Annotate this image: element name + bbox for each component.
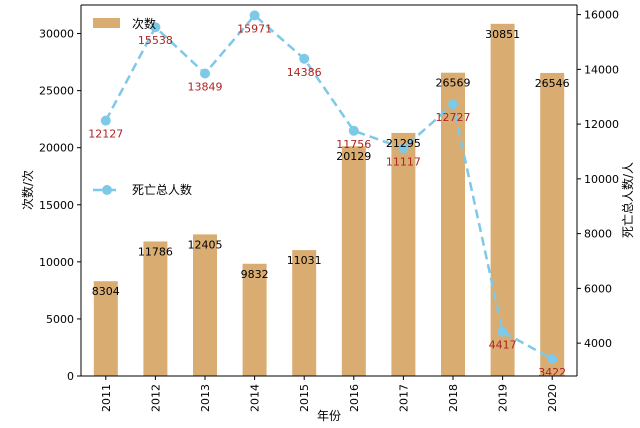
line-value-label: 11756 — [336, 138, 371, 151]
y2-tick-label: 16000 — [584, 9, 619, 22]
bar — [391, 132, 416, 376]
bar — [242, 263, 267, 376]
legend-line-label: 死亡总人数 — [132, 182, 192, 197]
axes: 0 5000 10000 15000 20000 25000 30000 4000 6000 80… — [20, 4, 635, 423]
x-tick-label: 2012 — [149, 384, 162, 412]
bar — [341, 146, 366, 376]
line-value-label: 3422 — [538, 366, 566, 379]
y-tick-label: 25000 — [39, 85, 74, 98]
y2-tick-label: 12000 — [584, 118, 619, 131]
line-point — [299, 53, 310, 64]
bar-value-label: 11786 — [138, 245, 173, 258]
x-tick-label: 2013 — [199, 384, 212, 412]
bar — [490, 23, 515, 376]
bar-value-label: 26569 — [436, 77, 471, 90]
legend-bar-swatch — [93, 18, 120, 28]
y2-axis-title: 死亡总人数/人 — [620, 162, 635, 238]
data-labels: 8304 11786 12405 9832 11031 20129 21295 26569 30… — [88, 22, 569, 379]
x-tick-label: 2014 — [249, 384, 262, 412]
y-tick-label: 10000 — [39, 256, 74, 269]
line-value-label: 12727 — [436, 111, 471, 124]
line-point — [497, 326, 508, 337]
line-value-label: 14386 — [287, 66, 322, 79]
line-value-label: 15538 — [138, 34, 173, 47]
line-value-label: 11117 — [386, 155, 421, 168]
y-tick-label: 15000 — [39, 199, 74, 212]
legend-line-marker — [102, 185, 112, 195]
line-point — [348, 125, 359, 136]
bar — [193, 234, 217, 376]
line-value-label: 15971 — [237, 22, 272, 35]
y2-tick-label: 6000 — [584, 282, 612, 295]
bar-value-label: 20129 — [336, 150, 371, 163]
bar-value-label: 26546 — [535, 77, 570, 90]
bar — [441, 72, 465, 376]
y2-tick-label: 10000 — [584, 173, 619, 186]
x-tick-label: 2019 — [497, 384, 510, 412]
line-value-label: 4417 — [489, 339, 517, 352]
y-tick-label: 20000 — [39, 142, 74, 155]
bar-value-label: 8304 — [92, 285, 120, 298]
bar — [540, 72, 565, 377]
y-tick-label: 30000 — [39, 28, 74, 41]
y2-tick-label: 4000 — [584, 337, 612, 350]
bar — [143, 241, 168, 376]
y2-tick-label: 14000 — [584, 63, 619, 76]
x-tick-label: 2017 — [397, 384, 410, 412]
bar-value-label: 12405 — [188, 238, 223, 251]
x-tick-label: 2015 — [298, 384, 311, 412]
y2-tick-label: 8000 — [584, 228, 612, 241]
bar-value-label: 21295 — [386, 137, 421, 150]
x-tick-label: 2018 — [447, 384, 460, 412]
line-point — [547, 353, 558, 364]
bar-series — [93, 23, 565, 377]
y-tick-label: 0 — [67, 370, 74, 383]
line-series-path — [104, 13, 553, 361]
line-series — [100, 10, 558, 364]
bar — [93, 281, 118, 376]
x-axis-title: 年份 — [317, 409, 341, 423]
line-point — [448, 99, 458, 110]
y-axis-title: 次数/次 — [20, 170, 35, 210]
bar-value-label: 9832 — [241, 268, 269, 281]
line-point — [100, 115, 111, 126]
line-point — [398, 143, 409, 154]
y-tick-label: 5000 — [46, 313, 74, 326]
line-point — [200, 68, 210, 79]
x-tick-label: 2016 — [348, 384, 361, 412]
line-point — [249, 10, 260, 21]
x-tick-label: 2020 — [546, 384, 559, 412]
x-tick-label: 2011 — [100, 384, 113, 412]
line-point — [150, 22, 161, 33]
line-value-label: 12127 — [88, 128, 123, 141]
legend-bar-label: 次数 — [132, 16, 156, 31]
bar-value-label: 30851 — [485, 28, 520, 41]
bar — [292, 250, 317, 376]
line-value-label: 13849 — [188, 80, 223, 93]
bar-value-label: 11031 — [287, 254, 322, 267]
